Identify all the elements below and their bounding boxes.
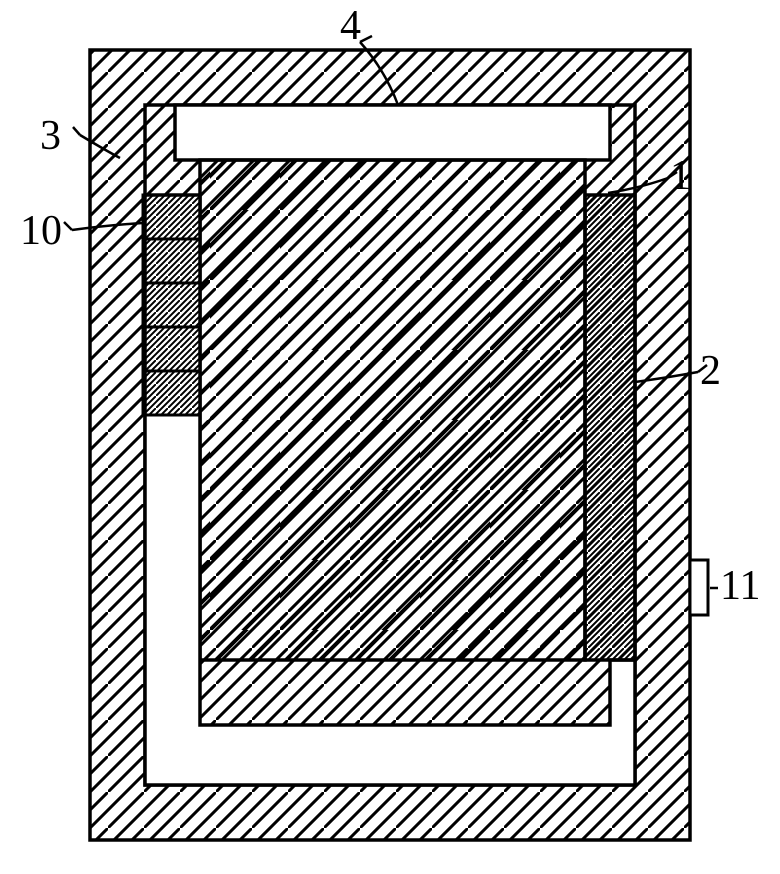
- label-10: 10: [20, 210, 62, 252]
- label-1: 1: [670, 155, 691, 197]
- left-stack: [143, 195, 200, 415]
- label-4: 4: [340, 5, 361, 47]
- center-core: [200, 160, 585, 660]
- label-11: 11: [720, 565, 760, 607]
- label-2: 2: [700, 350, 721, 392]
- top-gap: [175, 105, 610, 160]
- side-tab: [690, 560, 708, 615]
- right-insert: [585, 195, 635, 660]
- label-3: 3: [40, 115, 61, 157]
